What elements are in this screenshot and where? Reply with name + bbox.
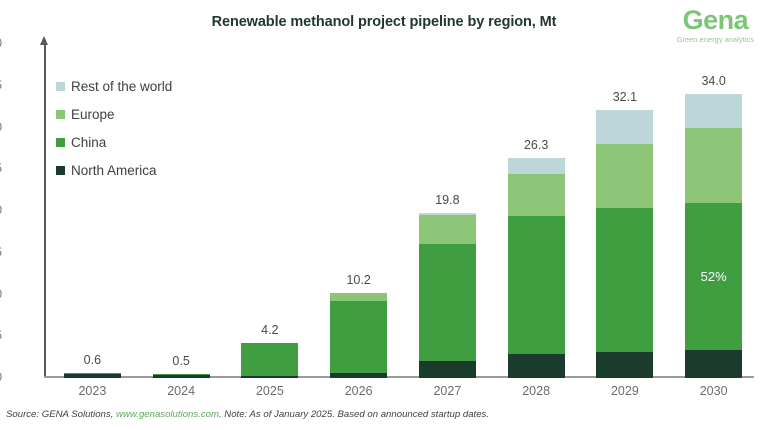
bar-group[interactable]: 34.0 52% 2030: [685, 44, 743, 398]
legend-item[interactable]: Europe: [56, 100, 266, 128]
legend-item[interactable]: China: [56, 128, 266, 156]
stacked-bar[interactable]: [685, 94, 743, 378]
bar-segment[interactable]: [152, 375, 210, 378]
bar-group[interactable]: 32.1 2029: [596, 44, 654, 398]
bar-segment[interactable]: [241, 342, 299, 376]
x-axis-tick-label: 2030: [699, 384, 728, 398]
bar-total-label: 34.0: [701, 74, 726, 89]
bar-segment[interactable]: [507, 174, 565, 217]
x-axis-tick-label: 2028: [522, 384, 551, 398]
legend-item[interactable]: Rest of the world: [56, 72, 266, 100]
y-axis-arrow-icon: [40, 36, 49, 45]
stacked-bar[interactable]: [596, 109, 654, 378]
bar-total-label: 26.3: [523, 138, 549, 153]
legend-item-label: Europe: [71, 106, 115, 122]
x-axis-tick-label: 2025: [255, 384, 284, 398]
x-axis-tick-label: 2024: [167, 384, 196, 398]
chart-legend: Rest of the world Europe China North Americ…: [56, 72, 266, 184]
bar-share-label: 52%: [700, 269, 727, 285]
legend-color-swatch: [56, 81, 65, 91]
y-axis-tick-label: 15: [0, 247, 2, 259]
x-axis-tick-label: 2026: [344, 384, 373, 398]
stacked-bar[interactable]: [418, 212, 476, 378]
stacked-bar[interactable]: [241, 342, 299, 378]
bar-segment[interactable]: [685, 127, 743, 203]
bar-group[interactable]: 19.8 2027: [418, 44, 476, 398]
legend-color-swatch: [56, 109, 65, 119]
bar-group[interactable]: 26.3 2028: [507, 44, 565, 398]
chart-plot-area: 0510152025303540 0.620230.520244.2202510…: [0, 36, 754, 398]
x-axis-line: [44, 376, 754, 378]
bar-segment[interactable]: [507, 158, 565, 175]
y-axis-tick-label: 30: [0, 122, 2, 134]
bar-segment[interactable]: [685, 349, 743, 378]
source-footnote: Source: GENA Solutions, www.genasolution…: [6, 409, 489, 420]
stacked-bar[interactable]: [63, 373, 121, 378]
legend-color-swatch: [56, 137, 65, 147]
footnote-suffix: . Note: As of January 2025. Based on ann…: [218, 409, 490, 420]
bar-segment[interactable]: [63, 373, 121, 374]
bar-group[interactable]: 4.2 2025: [241, 44, 299, 398]
page-title: Renewable methanol project pipeline by r…: [211, 14, 557, 30]
y-axis-tick-label: 35: [0, 80, 2, 92]
bar-segment[interactable]: [330, 292, 388, 302]
bar-segment[interactable]: [63, 373, 121, 378]
bar-total-label: 19.8: [435, 192, 460, 207]
bar-segment[interactable]: [330, 373, 388, 378]
bar-group[interactable]: 0.5 2024: [152, 44, 210, 398]
bar-segment[interactable]: [507, 216, 565, 354]
bar-group[interactable]: 0.6 2023: [63, 44, 121, 398]
y-axis-tick-label: 20: [0, 205, 2, 217]
y-axis-line: [40, 36, 49, 378]
bar-segment[interactable]: [330, 301, 388, 373]
y-axis-tick-label: 40: [0, 38, 2, 50]
y-axis-tick-label: 5: [0, 330, 2, 342]
bar-segment[interactable]: [685, 202, 743, 350]
bar-total-label: 32.1: [612, 89, 638, 104]
legend-item[interactable]: North America: [56, 156, 266, 184]
bar-segment[interactable]: [596, 109, 654, 145]
bar-segment[interactable]: [418, 215, 476, 245]
bar-segment[interactable]: [418, 212, 476, 216]
stacked-bar[interactable]: [152, 373, 210, 378]
legend-item-label: China: [71, 134, 107, 150]
stacked-bar[interactable]: [330, 292, 388, 378]
bar-total-label: 4.2: [261, 322, 279, 337]
y-axis-tick-label: 25: [0, 163, 2, 175]
source-link[interactable]: www.genasolutions.com: [116, 409, 219, 420]
bar-total-label: 10.2: [346, 272, 371, 287]
footnote-prefix: Source: GENA Solutions,: [6, 409, 117, 420]
x-axis-tick-label: 2029: [610, 384, 639, 398]
bar-segment[interactable]: [241, 375, 299, 378]
bar-total-label: 0.6: [83, 353, 102, 367]
y-axis-tick-label: 10: [0, 289, 2, 301]
legend-color-swatch: [56, 165, 65, 175]
x-axis-tick-label: 2023: [78, 384, 107, 398]
brand-name: Gena: [682, 5, 749, 35]
x-axis-tick-label: 2027: [433, 384, 462, 398]
bar-segment[interactable]: [596, 144, 654, 208]
legend-item-label: Rest of the world: [71, 78, 173, 94]
stacked-bar[interactable]: [507, 158, 565, 378]
bar-group[interactable]: 10.2 2026: [330, 44, 388, 398]
bar-segment[interactable]: [418, 244, 476, 362]
legend-item-label: North America: [71, 162, 157, 178]
bar-series-container: 0.6 2023 0.5 2024 4.2 2025 10.2 2026 19.8 2027 26.…: [44, 44, 754, 398]
bar-segment[interactable]: [596, 207, 654, 353]
bar-total-label: 0.5: [172, 353, 190, 368]
bar-segment[interactable]: [685, 94, 743, 128]
brand-logo: Gena Green energy analytics: [676, 5, 754, 44]
brand-tagline: Green energy analytics: [676, 35, 754, 44]
bar-segment[interactable]: [507, 353, 565, 378]
bar-segment[interactable]: [596, 352, 654, 378]
bar-segment[interactable]: [152, 373, 210, 376]
y-axis-tick-label: 0: [0, 372, 2, 384]
bar-segment[interactable]: [418, 361, 476, 378]
